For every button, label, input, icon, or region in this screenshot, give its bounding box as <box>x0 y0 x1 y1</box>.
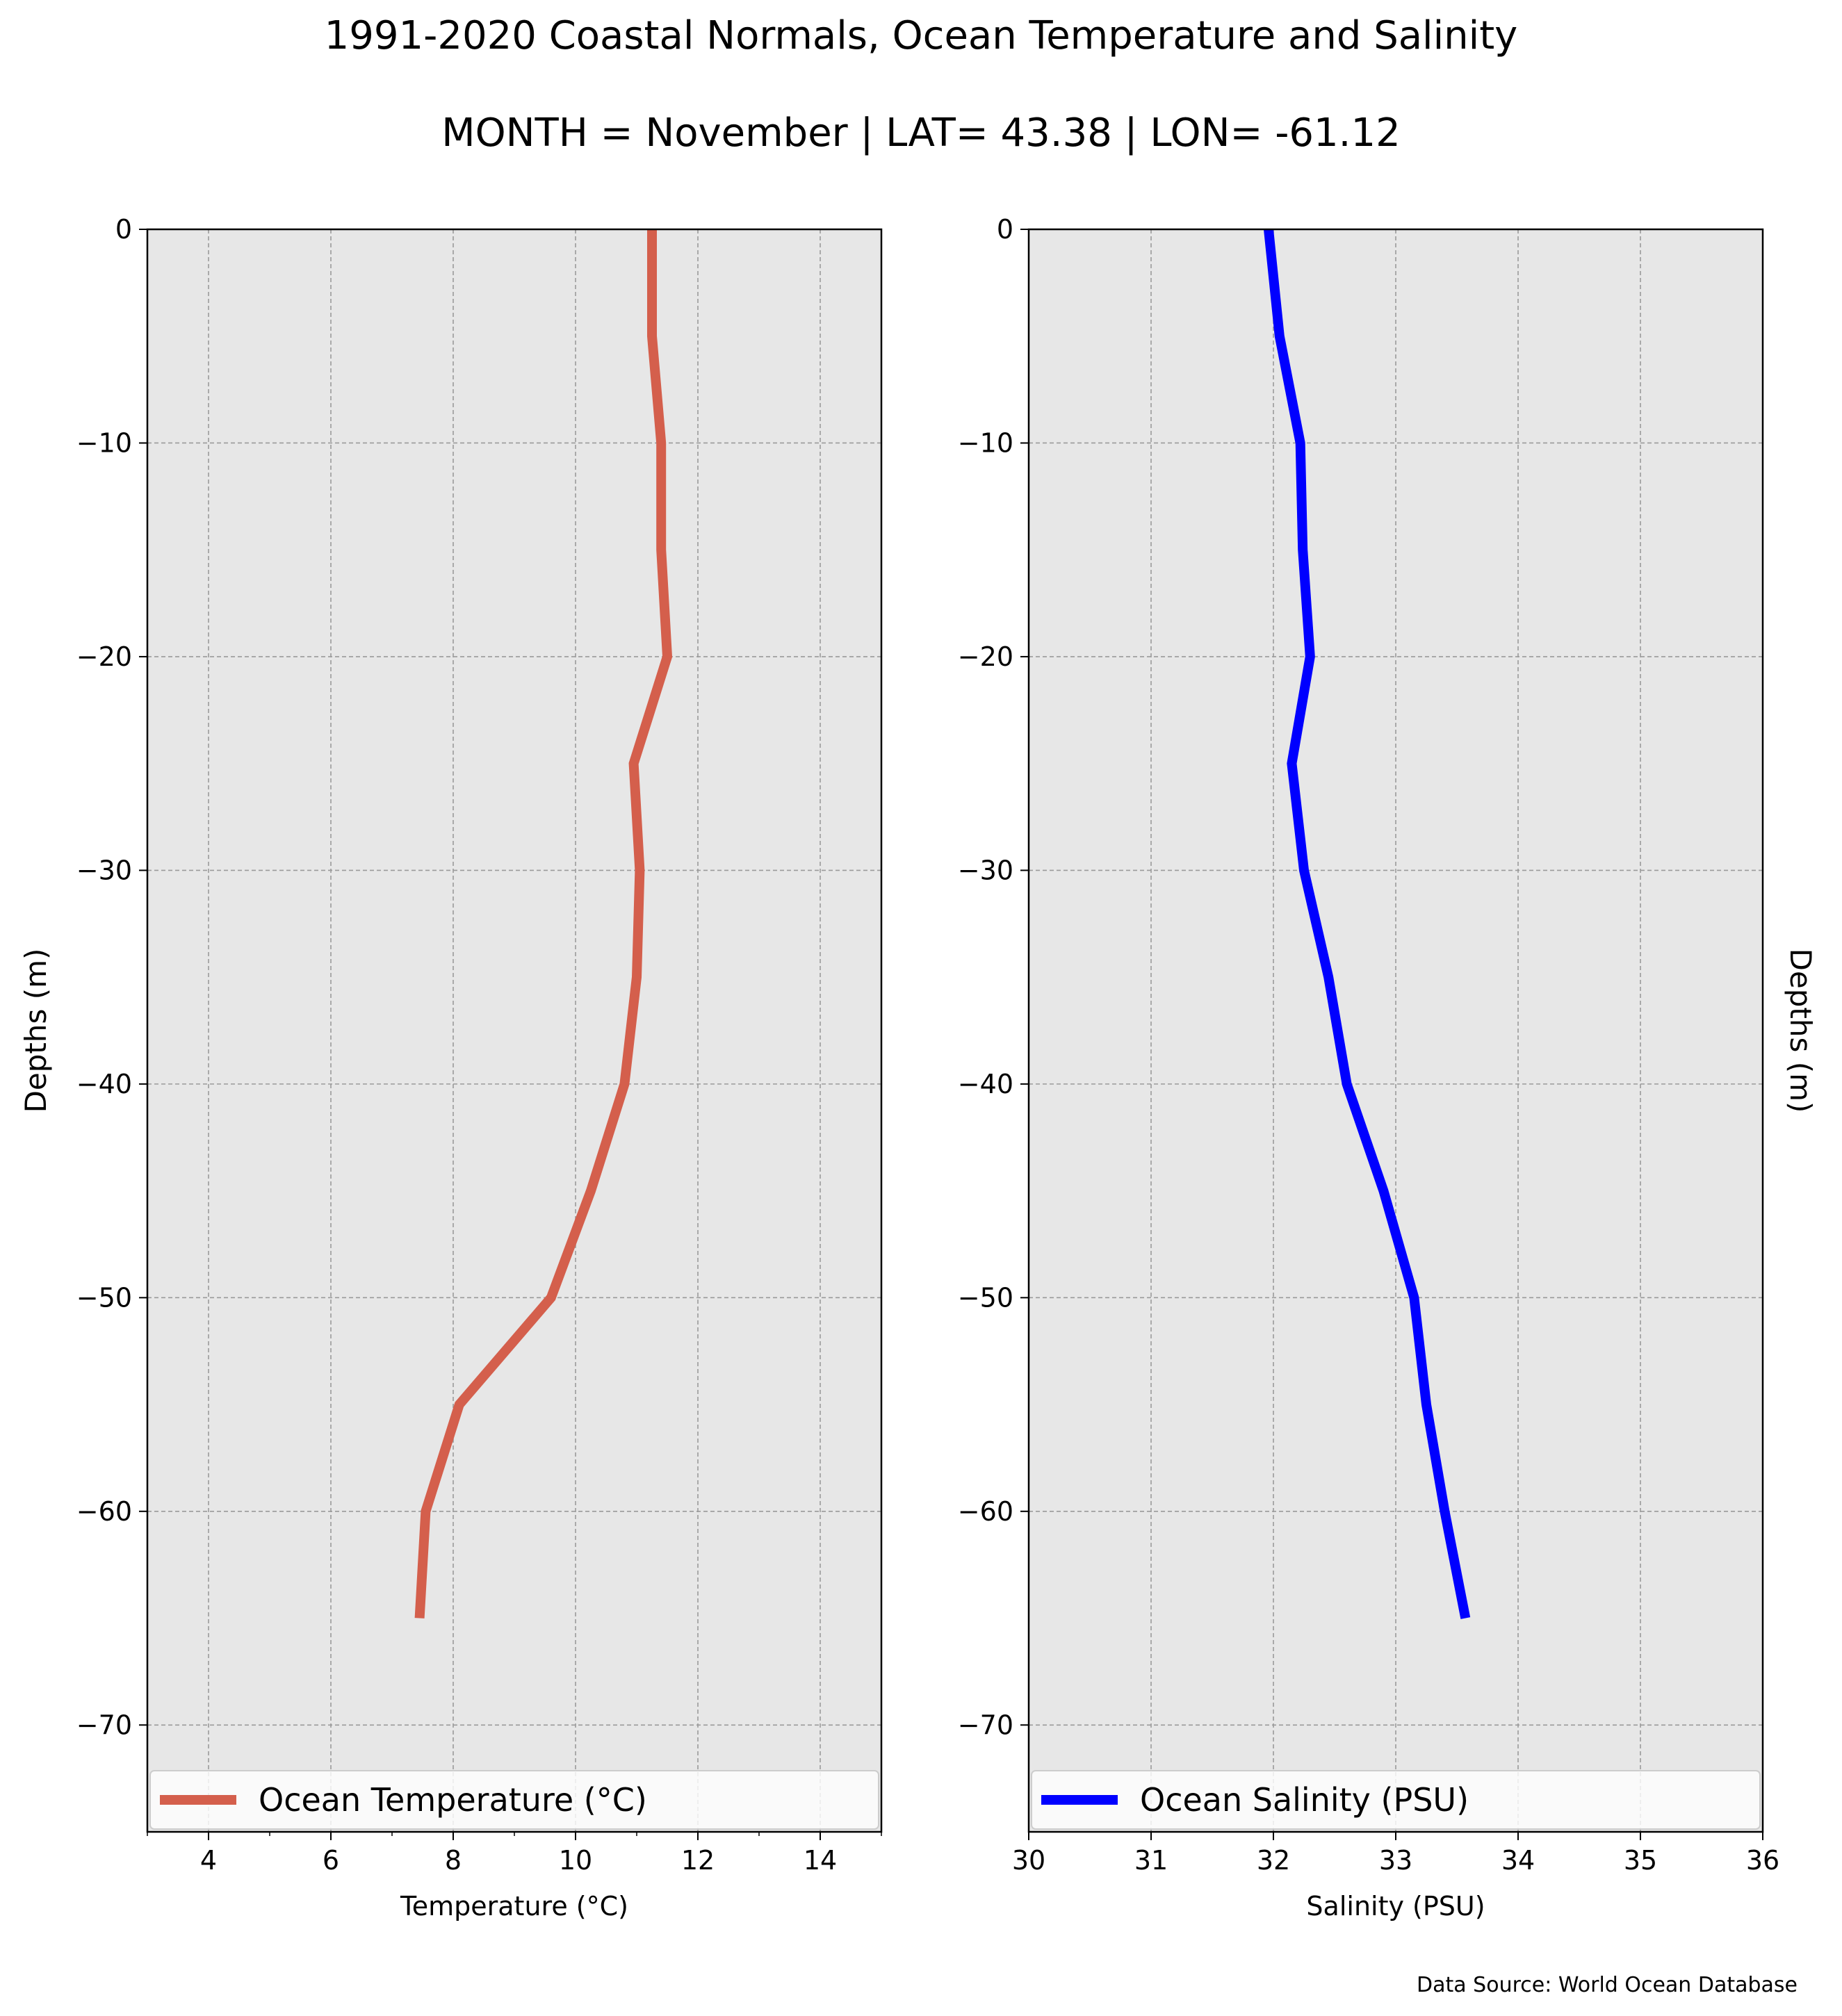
x-tick-label: 36 <box>1746 1845 1779 1876</box>
x-axis-label-salinity: Salinity (PSU) <box>1306 1891 1485 1921</box>
x-tick-label: 8 <box>445 1845 462 1876</box>
temperature-series <box>414 229 673 1618</box>
y-tick-label: 0 <box>997 214 1013 245</box>
salinity-ticks: 30 31 32 33 34 35 36 0 −10 −20 −30 −40 −50 −60 −70 <box>958 214 1779 1876</box>
chart-subtitle: MONTH = November | LAT= 43.38 | LON= -61… <box>441 110 1401 156</box>
temperature-panel: 4 6 8 10 12 14 0 −10 −20 −30 −40 −50 −60 −70 Ocean Te… <box>19 214 883 1921</box>
x-tick-label: 30 <box>1012 1845 1045 1876</box>
y-tick-label: −50 <box>76 1282 132 1313</box>
x-tick-label: 12 <box>681 1845 715 1876</box>
salinity-series <box>1264 229 1471 1619</box>
y-tick-label: −20 <box>76 641 132 672</box>
x-tick-label: 32 <box>1257 1845 1290 1876</box>
x-tick-label: 4 <box>200 1845 217 1876</box>
temperature-plot-area <box>147 229 881 1832</box>
y-tick-label: −60 <box>958 1496 1013 1527</box>
chart-title: 1991-2020 Coastal Normals, Ocean Tempera… <box>325 13 1518 58</box>
legend-box <box>149 1770 879 1830</box>
x-tick-label: 14 <box>804 1845 837 1876</box>
y-tick-label: −40 <box>958 1069 1013 1099</box>
x-tick-label: 34 <box>1501 1845 1535 1876</box>
y-axis-label-right: Depths (m) <box>1784 949 1818 1113</box>
salinity-legend: Ocean Salinity (PSU) <box>1031 1770 1761 1830</box>
y-tick-label: −70 <box>76 1710 132 1740</box>
x-tick-label: 31 <box>1134 1845 1168 1876</box>
y-tick-label: 0 <box>115 214 132 245</box>
y-tick-label: −10 <box>958 427 1013 458</box>
x-tick-label: 35 <box>1624 1845 1657 1876</box>
temperature-ticks: 4 6 8 10 12 14 0 −10 −20 −30 −40 −50 −60 −70 <box>76 214 882 1876</box>
x-axis-label-temperature: Temperature (°C) <box>400 1891 628 1921</box>
temperature-legend: Ocean Temperature (°C) <box>149 1770 879 1830</box>
data-source-note: Data Source: World Ocean Database <box>1417 1973 1798 1997</box>
temperature-gridlines <box>147 229 881 1832</box>
legend-box <box>1031 1770 1761 1830</box>
legend-label-temperature: Ocean Temperature (°C) <box>259 1781 647 1819</box>
series-line <box>414 229 673 1618</box>
x-tick-label: 10 <box>559 1845 592 1876</box>
y-tick-label: −50 <box>958 1282 1013 1313</box>
salinity-panel: 30 31 32 33 34 35 36 0 −10 −20 −30 −40 −50 −60 −70 Oce… <box>958 214 1818 1921</box>
y-tick-label: −40 <box>76 1069 132 1099</box>
x-tick-label: 33 <box>1379 1845 1412 1876</box>
legend-label-salinity: Ocean Salinity (PSU) <box>1140 1781 1469 1819</box>
y-tick-label: −60 <box>76 1496 132 1527</box>
y-tick-label: −10 <box>76 427 132 458</box>
y-tick-label: −70 <box>958 1710 1013 1740</box>
y-tick-label: −30 <box>958 855 1013 885</box>
y-axis-label-left: Depths (m) <box>19 949 53 1113</box>
x-tick-label: 6 <box>323 1845 339 1876</box>
y-tick-label: −30 <box>76 855 132 885</box>
series-line <box>1264 229 1471 1619</box>
y-tick-label: −20 <box>958 641 1013 672</box>
